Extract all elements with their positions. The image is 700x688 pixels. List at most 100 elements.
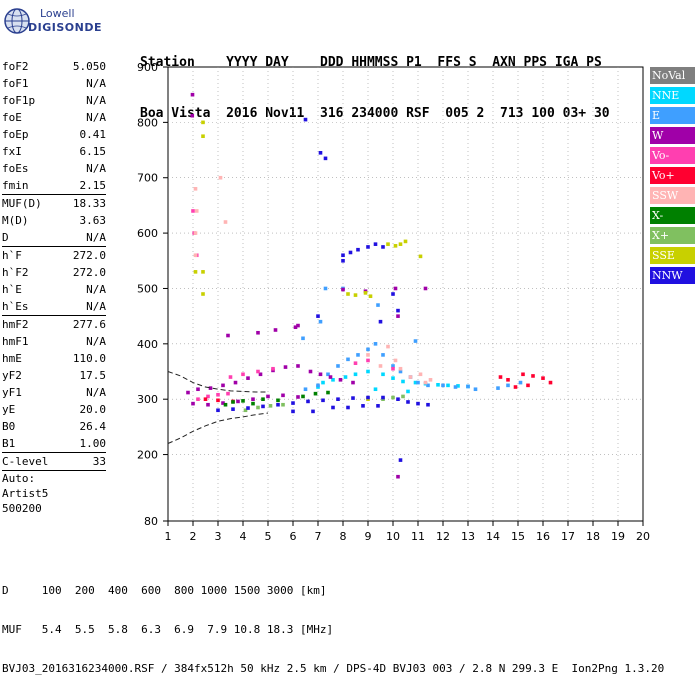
data-point-nnw bbox=[246, 406, 250, 410]
param-row: foE N/A bbox=[2, 109, 106, 126]
file-info-line: BVJ03_2016316234000.RSF / 384fx512h 50 k… bbox=[2, 662, 665, 675]
data-point-e bbox=[316, 383, 320, 388]
param-key: fmin bbox=[2, 179, 29, 192]
distance-row: D 100 200 400 600 800 1000 1500 3000 [km… bbox=[2, 584, 327, 597]
param-key: yE bbox=[2, 403, 16, 416]
param-value: 1.00 bbox=[79, 437, 107, 450]
param-key: foEp bbox=[2, 128, 29, 141]
data-point-nnw bbox=[398, 458, 403, 462]
data-point-ssw bbox=[223, 220, 228, 224]
param-row: MUF(D) 18.33 bbox=[2, 195, 106, 212]
data-point-w bbox=[283, 365, 288, 369]
data-point-e bbox=[301, 336, 305, 341]
data-point-w bbox=[281, 393, 285, 398]
param-key: hmF2 bbox=[2, 318, 29, 331]
data-point-e bbox=[318, 319, 323, 324]
data-point-nnw bbox=[231, 407, 235, 411]
legend-item-nnw: NNW bbox=[650, 267, 695, 284]
data-point-ssw bbox=[366, 353, 370, 357]
autoscaling-line1: Auto: bbox=[2, 472, 36, 485]
param-value: N/A bbox=[86, 162, 106, 175]
data-point-w bbox=[328, 375, 333, 379]
param-row: M(D) 3.63 bbox=[2, 212, 106, 229]
data-point-x- bbox=[223, 402, 228, 407]
data-point-vo- bbox=[228, 375, 233, 379]
data-point-ssw bbox=[218, 175, 223, 180]
data-point-nne bbox=[331, 378, 335, 382]
param-value: N/A bbox=[86, 231, 106, 244]
param-value: 277.6 bbox=[72, 318, 106, 331]
data-point-nnw bbox=[321, 398, 325, 403]
param-row: B0 26.4 bbox=[2, 418, 106, 435]
data-point-w bbox=[423, 286, 428, 291]
data-point-nnw bbox=[276, 402, 280, 407]
param-row: hmF1 N/A bbox=[2, 333, 106, 350]
data-point-w bbox=[186, 390, 190, 395]
data-point-w bbox=[273, 328, 278, 332]
data-point-w bbox=[221, 383, 225, 388]
data-point-vo- bbox=[391, 366, 395, 371]
data-point-e bbox=[391, 364, 395, 368]
logo-text-lowell: Lowell bbox=[40, 7, 75, 20]
param-value: 272.0 bbox=[72, 266, 106, 279]
data-point-nne bbox=[436, 383, 440, 387]
param-row: h`E N/A bbox=[2, 281, 106, 298]
data-point-x- bbox=[243, 408, 248, 413]
data-point-w bbox=[206, 402, 210, 407]
data-point-x- bbox=[268, 404, 273, 408]
y-tick-label: 500 bbox=[137, 282, 158, 295]
data-point-vo- bbox=[506, 378, 510, 382]
data-point-nnw bbox=[396, 308, 400, 313]
data-point-nnw bbox=[416, 401, 420, 406]
param-row: yF2 17.5 bbox=[2, 367, 106, 384]
param-value: N/A bbox=[86, 94, 106, 107]
data-point-w bbox=[296, 395, 300, 399]
param-row: fxI 6.15 bbox=[2, 143, 106, 160]
profile-curve-1 bbox=[167, 371, 268, 393]
header-values-row: Boa Vista 2016 Nov11 316 234000 RSF 005 … bbox=[140, 106, 610, 121]
ionospheric-parameters-panel: foF2 5.050 foF1 N/A foF1p N/A foE N/A foEp 0.41 fx… bbox=[2, 58, 106, 516]
x-tick-label: 16 bbox=[536, 530, 550, 543]
legend-item-nne: NNE bbox=[650, 87, 695, 104]
data-point-vo- bbox=[216, 398, 220, 403]
legend-item-vo-: Vo+ bbox=[650, 167, 695, 184]
param-row: foEs N/A bbox=[2, 160, 106, 177]
param-row: fmin 2.15 bbox=[2, 177, 106, 194]
data-point-sse bbox=[201, 270, 205, 274]
data-point-nnw bbox=[406, 400, 410, 404]
param-divider bbox=[2, 315, 106, 316]
param-key: foF1 bbox=[2, 77, 29, 90]
y-tick-label: 200 bbox=[137, 449, 158, 462]
data-point-e bbox=[398, 369, 403, 374]
x-tick-label: 11 bbox=[411, 530, 425, 543]
data-point-sse bbox=[368, 294, 373, 299]
data-point-nne bbox=[456, 384, 460, 388]
legend-item-x-: X+ bbox=[650, 227, 695, 244]
param-key: B1 bbox=[2, 437, 16, 450]
data-point-e bbox=[466, 384, 470, 389]
data-point-vo- bbox=[241, 372, 245, 377]
data-point-e bbox=[496, 386, 500, 390]
autoscaling-line2: Artist5 bbox=[2, 487, 49, 500]
data-point-e bbox=[441, 383, 445, 388]
param-value: N/A bbox=[86, 335, 106, 348]
x-tick-label: 13 bbox=[461, 530, 475, 543]
data-point-e bbox=[303, 387, 308, 392]
data-point-x- bbox=[391, 395, 395, 400]
data-point-w bbox=[221, 401, 225, 405]
data-point-e bbox=[326, 372, 330, 377]
data-point-w bbox=[396, 474, 400, 479]
data-point-vo- bbox=[203, 397, 208, 401]
param-row: foEp 0.41 bbox=[2, 126, 106, 143]
data-point-vo- bbox=[206, 394, 210, 399]
param-value: 110.0 bbox=[72, 352, 106, 365]
data-point-sse bbox=[201, 120, 205, 125]
data-point-nnw bbox=[336, 397, 340, 401]
data-point-w bbox=[296, 364, 300, 368]
data-point-x- bbox=[326, 390, 330, 395]
legend-item-noval: NoVal bbox=[650, 67, 695, 84]
data-point-e bbox=[336, 364, 340, 368]
data-point-x- bbox=[261, 397, 265, 401]
data-point-sse bbox=[418, 254, 423, 259]
y-tick-label: 900 bbox=[137, 61, 158, 74]
